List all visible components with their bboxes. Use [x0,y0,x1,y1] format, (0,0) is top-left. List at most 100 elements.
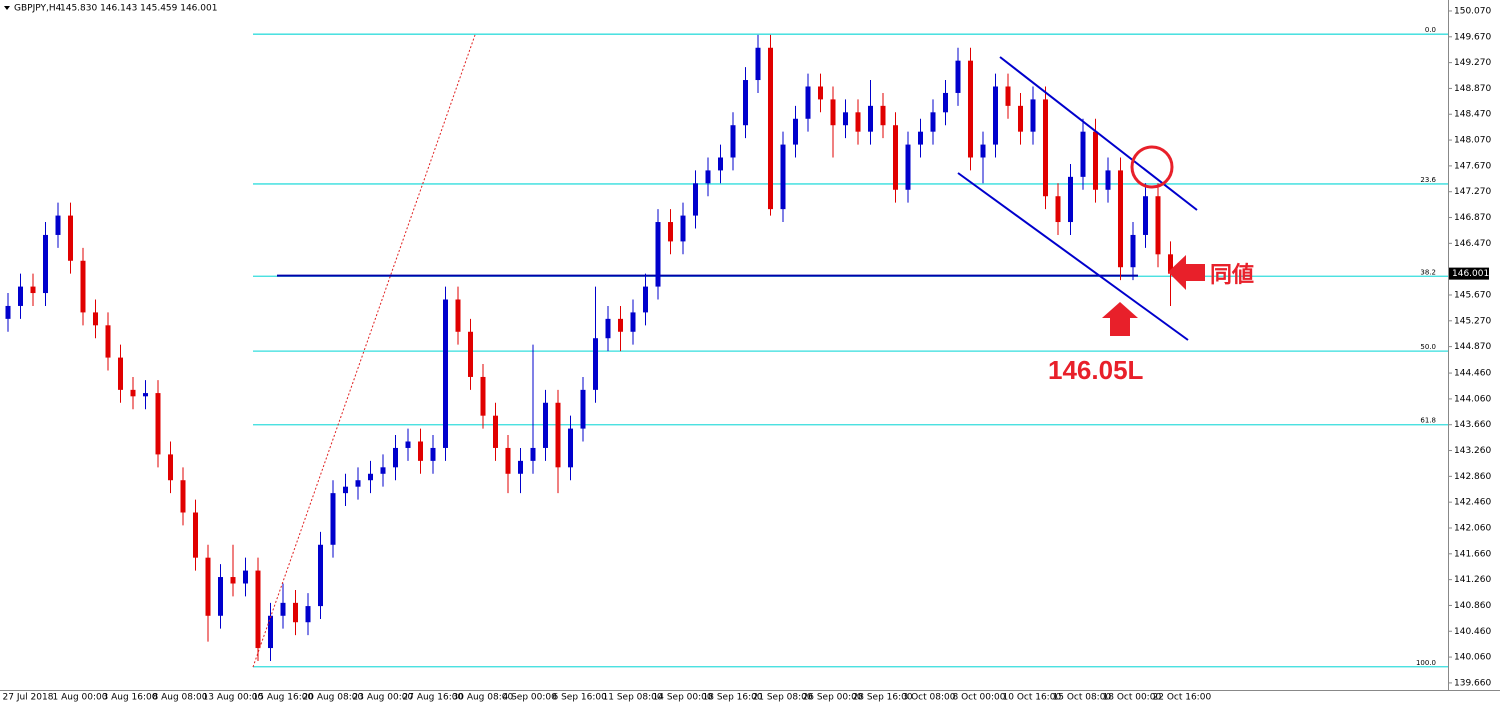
candle-body [918,131,923,145]
candle-body [1093,131,1098,190]
fib-label: 50.0 [1420,343,1436,351]
candle-body [5,305,11,319]
candle-body [618,318,623,332]
candle-body [118,357,123,390]
symbol-menu-icon[interactable] [4,6,10,10]
x-tick-label: 28 Sep 16:00 [853,693,913,703]
candle-body [768,47,773,210]
y-tick-label: 145.270 [1454,316,1491,326]
y-tick-label: 144.060 [1454,394,1491,404]
fib-label: 23.6 [1420,176,1436,184]
candle-body [480,376,486,416]
fib-label: 0.0 [1425,26,1436,34]
candle-body [943,92,948,113]
candle-body [955,60,961,93]
x-tick-label: 22 Oct 16:00 [1153,693,1212,703]
candle-body [1043,99,1048,197]
candle-body [905,144,911,190]
candle-body [993,86,998,145]
candle-body [1143,196,1148,235]
x-tick-label: 4 Sep 00:00 [503,693,558,703]
x-tick-label: 3 Oct 08:00 [903,693,956,703]
candle-body [668,222,673,242]
candle-body [605,318,611,339]
x-tick-label: 1 Aug 00:00 [53,693,108,703]
candle-body [255,570,261,649]
x-tick-label: 6 Sep 16:00 [553,693,608,703]
candle-body [293,602,298,623]
candle-body [543,402,548,448]
y-tick-label: 146.870 [1454,213,1491,223]
candle-body [843,112,848,126]
y-tick-label: 143.660 [1454,420,1491,430]
candle-body [430,447,436,461]
candle-body [1105,170,1111,190]
y-tick-label: 148.470 [1454,110,1491,120]
candle-body [868,105,873,132]
candle-body [43,234,48,294]
candle-body [130,389,136,397]
y-tick-label: 149.270 [1454,58,1491,68]
y-tick-label: 149.670 [1454,32,1491,42]
left-arrow [1168,255,1205,290]
x-tick-label: 15 Oct 08:00 [1053,693,1112,703]
x-tick-label: 27 Aug 16:00 [403,693,464,703]
candle-body [455,299,461,332]
y-tick-label: 144.870 [1454,342,1491,352]
candle-body [930,112,936,132]
candle-body [830,99,836,126]
candle-body [805,86,811,119]
candle-body [55,215,61,235]
candle-body [1080,131,1086,177]
candle-body [580,389,586,429]
y-tick-label: 140.060 [1454,653,1491,663]
candle-body [680,215,686,242]
x-tick-label: 13 Aug 00:00 [203,693,264,703]
x-tick-label: 3 Aug 16:00 [103,693,158,703]
y-tick-label: 141.260 [1454,575,1491,585]
candle-body [643,286,648,313]
x-tick-label: 27 Jul 2018 [3,693,54,703]
y-tick-label: 143.260 [1454,446,1491,456]
candle-body [243,570,248,584]
breakeven-annotation: 同値 [1210,262,1254,287]
fib-label: 100.0 [1416,659,1436,667]
candle-body [468,331,473,377]
y-tick-label: 141.660 [1454,549,1491,559]
candle-body [268,615,273,649]
y-tick-label: 140.460 [1454,627,1491,637]
candle-body [1005,86,1011,106]
candle-body [530,447,536,461]
candle-body [155,393,161,455]
candle-body [855,112,861,132]
candle-body [368,473,373,481]
up-arrow [1102,302,1138,336]
candle-body [93,312,98,326]
candle-body [80,260,86,313]
candle-body [518,460,523,474]
candle-body [105,325,111,358]
candle-body [1018,105,1023,132]
y-tick-label: 142.060 [1454,523,1491,533]
x-tick-label: 14 Sep 00:00 [653,693,713,703]
candle-body [30,286,36,294]
candle-body [755,47,761,81]
candle-body [968,60,973,158]
x-tick-label: 8 Oct 00:00 [953,693,1006,703]
highlight-circle [1130,145,1174,189]
y-tick-label: 148.070 [1454,136,1491,146]
y-tick-label: 146.470 [1454,239,1491,249]
candle-body [393,447,398,468]
candle-body [68,215,73,261]
x-tick-label: 18 Sep 16:00 [703,693,763,703]
candle-body [980,144,986,158]
candle-body [568,428,573,468]
candle-body [1030,99,1036,132]
y-tick-label: 140.860 [1454,601,1491,611]
price-tag-label: 146.001 [1452,269,1489,279]
candle-body [330,493,336,545]
candle-body [505,447,511,474]
candle-body [693,183,698,216]
x-tick-label: 18 Oct 00:00 [1103,693,1162,703]
